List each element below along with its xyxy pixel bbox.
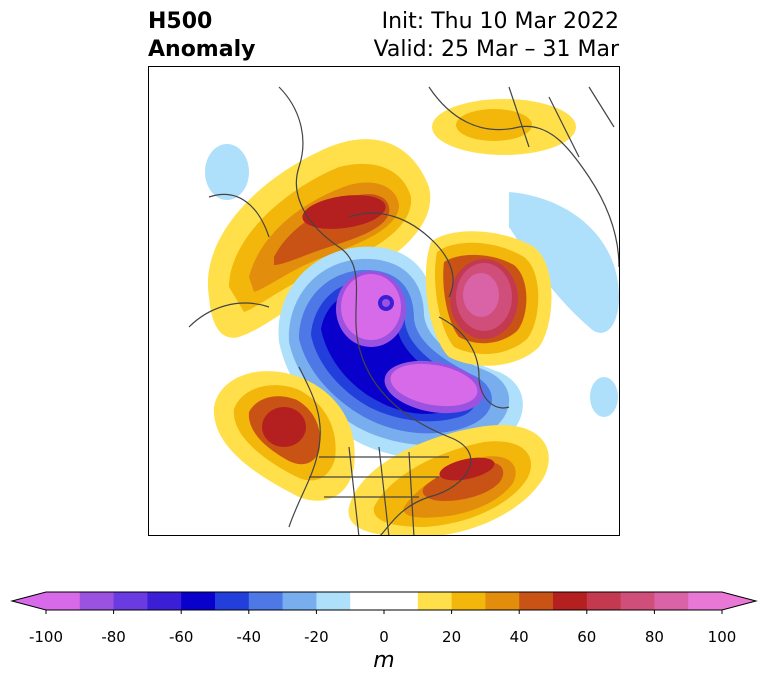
colorbar-extend-max bbox=[722, 592, 756, 610]
anomaly-positive-atlantic bbox=[348, 425, 549, 535]
title-line-1: H500 bbox=[148, 9, 213, 34]
colorbar-segment bbox=[417, 592, 453, 610]
colorbar-tick-label: 20 bbox=[442, 628, 462, 646]
colorbar-segment bbox=[282, 592, 317, 610]
colorbar-tick-label: -100 bbox=[28, 628, 64, 646]
map-dates: Init: Thu 10 Mar 2022 Valid: 25 Mar – 31… bbox=[374, 8, 619, 64]
colorbar-segment bbox=[654, 592, 689, 610]
anomaly-positive-alaska bbox=[207, 139, 431, 338]
colorbar-tick-label: 40 bbox=[509, 628, 529, 646]
colorbar-tick-label: 0 bbox=[379, 628, 389, 646]
colorbar-segments bbox=[46, 592, 723, 610]
colorbar-segment bbox=[485, 592, 520, 610]
init-date-label: Init: Thu 10 Mar 2022 bbox=[381, 9, 619, 34]
colorbar-segment bbox=[248, 592, 284, 610]
colorbar-segment bbox=[181, 592, 216, 610]
anomaly-negative-light bbox=[205, 144, 619, 417]
colorbar-segment bbox=[553, 592, 588, 610]
anomaly-negative-arctic bbox=[278, 246, 523, 460]
anomaly-positive-europe bbox=[432, 99, 576, 155]
colorbar-tick-label: 100 bbox=[707, 628, 737, 646]
colorbar bbox=[10, 591, 758, 614]
map-title: H500 Anomaly bbox=[148, 8, 255, 64]
colorbar-tick-label: -60 bbox=[168, 628, 194, 646]
anomaly-map bbox=[148, 66, 620, 536]
anomaly-positive-pacific bbox=[213, 371, 355, 501]
colorbar-segment bbox=[688, 592, 723, 610]
colorbar-segment bbox=[586, 592, 622, 610]
colorbar-tick-label: -40 bbox=[236, 628, 262, 646]
colorbar-tick-label: -80 bbox=[101, 628, 126, 646]
coastlines bbox=[188, 86, 619, 535]
anomaly-map-svg bbox=[188, 86, 619, 535]
colorbar-segment bbox=[316, 592, 351, 610]
colorbar-unit-label: m bbox=[373, 648, 395, 673]
colorbar-ticks bbox=[45, 610, 723, 614]
colorbar-segment bbox=[79, 592, 115, 610]
colorbar-segment bbox=[215, 592, 250, 610]
colorbar-tick-label: 80 bbox=[644, 628, 664, 646]
title-line-2: Anomaly bbox=[148, 37, 256, 62]
colorbar-segment bbox=[620, 592, 655, 610]
valid-date-label: Valid: 25 Mar – 31 Mar bbox=[373, 37, 619, 62]
colorbar-segment bbox=[519, 592, 554, 610]
colorbar-segment bbox=[451, 592, 486, 610]
colorbar-tick-label: -20 bbox=[304, 628, 329, 646]
colorbar-segment bbox=[384, 592, 419, 610]
anomaly-positive-siberia bbox=[425, 231, 552, 366]
colorbar-segment bbox=[147, 592, 182, 610]
colorbar-segment bbox=[350, 592, 385, 610]
colorbar-extend-min bbox=[12, 592, 46, 610]
colorbar-tick-label: 60 bbox=[577, 628, 597, 646]
colorbar-segment bbox=[46, 592, 81, 610]
colorbar-segment bbox=[113, 592, 148, 610]
